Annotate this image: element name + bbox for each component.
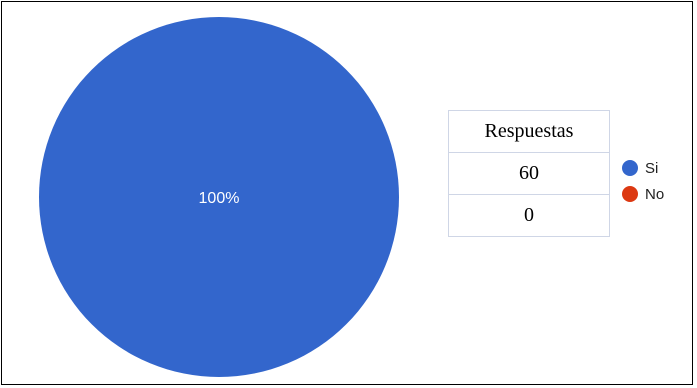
responses-table: Respuestas 60 0 [448, 110, 610, 237]
legend-item-si[interactable]: Si [622, 155, 664, 181]
chart-legend: Si No [622, 155, 664, 207]
pie-slice-si[interactable] [39, 17, 399, 377]
pie-slice-si-label: 100% [199, 190, 240, 207]
responses-table-header: Respuestas [448, 110, 610, 153]
legend-swatch-no [622, 186, 638, 202]
responses-count-si: 60 [448, 152, 610, 195]
legend-label-no: No [645, 185, 665, 203]
legend-item-no[interactable]: No [622, 181, 664, 207]
legend-label-si: Si [645, 159, 659, 177]
legend-swatch-si [622, 160, 638, 176]
responses-count-no: 0 [448, 194, 610, 237]
